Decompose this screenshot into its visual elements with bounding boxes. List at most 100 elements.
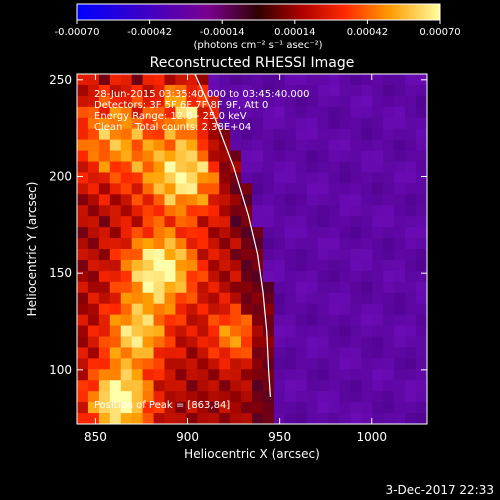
heatmap-cell [87, 74, 100, 86]
heatmap-cell [109, 172, 122, 184]
heatmap-cell [241, 216, 253, 228]
heatmap-cell [120, 270, 133, 283]
heatmap-cell [208, 74, 220, 86]
heatmap-cell [175, 238, 187, 250]
heatmap-cell [219, 259, 231, 272]
heatmap-cell [164, 139, 176, 151]
heatmap-cell [361, 303, 373, 316]
heatmap-cell [219, 358, 231, 370]
heatmap-cell [361, 292, 373, 305]
heatmap-cell [284, 139, 297, 151]
heatmap-cell [230, 292, 242, 305]
heatmap-cell [241, 183, 253, 195]
heatmap-cell [416, 292, 427, 305]
heatmap-cell [405, 172, 417, 184]
heatmap-cell [306, 161, 319, 173]
heatmap-cell [77, 95, 89, 108]
heatmap-cell [153, 128, 165, 141]
heatmap-cell [350, 238, 362, 250]
heatmap-cell [383, 325, 395, 337]
heatmap-cell [186, 172, 198, 184]
heatmap-cell [273, 281, 286, 294]
heatmap-cell [98, 391, 111, 403]
y-tick-label: 100 [49, 363, 72, 377]
heatmap-cell [186, 380, 198, 392]
x-axis-ticks: 850 900 950 1000 [84, 74, 387, 444]
heatmap-cell [208, 150, 220, 162]
heatmap-cell [284, 249, 297, 261]
heatmap-cell [317, 95, 329, 108]
heatmap-cell [142, 292, 154, 305]
heatmap-cell [252, 205, 264, 217]
heatmap-cell [306, 128, 319, 141]
heatmap-cell [372, 325, 384, 337]
heatmap-cell [219, 402, 231, 414]
heatmap-cell [142, 128, 154, 141]
heatmap-cell [219, 117, 231, 130]
heatmap-cell [186, 358, 198, 370]
heatmap-cell [175, 150, 187, 162]
heatmap-cell [175, 216, 187, 228]
heatmap-cell [109, 249, 122, 261]
heatmap-cell [77, 325, 89, 337]
heatmap-cell [98, 369, 111, 381]
heatmap-cell [262, 106, 275, 119]
heatmap-cell [241, 380, 253, 392]
heatmap-cell [142, 413, 154, 424]
heatmap-cell [175, 314, 187, 326]
heatmap-cell [77, 380, 89, 392]
heatmap-cell [77, 336, 89, 348]
heatmap-cell [350, 216, 362, 228]
heatmap-cell [252, 84, 264, 97]
heatmap-cell [284, 314, 297, 326]
heatmap-cell [109, 281, 122, 294]
x-tick-label: 850 [84, 430, 107, 444]
heatmap-cell [153, 227, 165, 239]
heatmap-cell [230, 238, 242, 250]
heatmap-cell [339, 95, 351, 108]
colorbar-tick-label: 0.00070 [419, 27, 460, 38]
heatmap-cell [328, 292, 340, 305]
heatmap-cell [164, 117, 176, 130]
heatmap-cell [317, 281, 329, 294]
heatmap-cell [273, 292, 286, 305]
heatmap-cell [262, 205, 275, 217]
heatmap-cell [317, 380, 329, 392]
heatmap-cell [153, 150, 165, 162]
heatmap-cell [284, 216, 297, 228]
heatmap-cell [186, 391, 198, 403]
heatmap-cell [405, 128, 417, 141]
heatmap-cell [219, 74, 231, 86]
colorbar-frame [76, 3, 441, 21]
heatmap-cell [284, 161, 297, 173]
heatmap-cell [339, 106, 351, 119]
heatmap-cell [262, 183, 275, 195]
heatmap-cell [77, 402, 89, 414]
heatmap-cell [142, 74, 154, 86]
heatmap-cell [87, 380, 100, 392]
heatmap-cell [175, 358, 187, 370]
heatmap-cell [131, 139, 144, 151]
heatmap-cell [306, 117, 319, 130]
heatmap-cell [120, 205, 133, 217]
heatmap-cell [328, 380, 340, 392]
heatmap-cell [142, 270, 154, 283]
heatmap-cell [153, 249, 165, 261]
heatmap-cell [77, 128, 89, 141]
heatmap-cell [164, 106, 176, 119]
y-tick-label: 250 [49, 73, 72, 87]
heatmap-cell [252, 402, 264, 414]
heatmap-cell [109, 150, 122, 162]
heatmap-cell [175, 128, 187, 141]
heatmap-cell [339, 303, 351, 316]
heatmap-cell [383, 391, 395, 403]
heatmap-cell [361, 281, 373, 294]
heatmap-cell [175, 259, 187, 272]
heatmap-cell [262, 391, 275, 403]
heatmap-cell [131, 128, 144, 141]
heatmap-cell [383, 380, 395, 392]
heatmap-cell [175, 369, 187, 381]
heatmap-cell [252, 216, 264, 228]
heatmap-cell [208, 227, 220, 239]
heatmap-cell [383, 249, 395, 261]
